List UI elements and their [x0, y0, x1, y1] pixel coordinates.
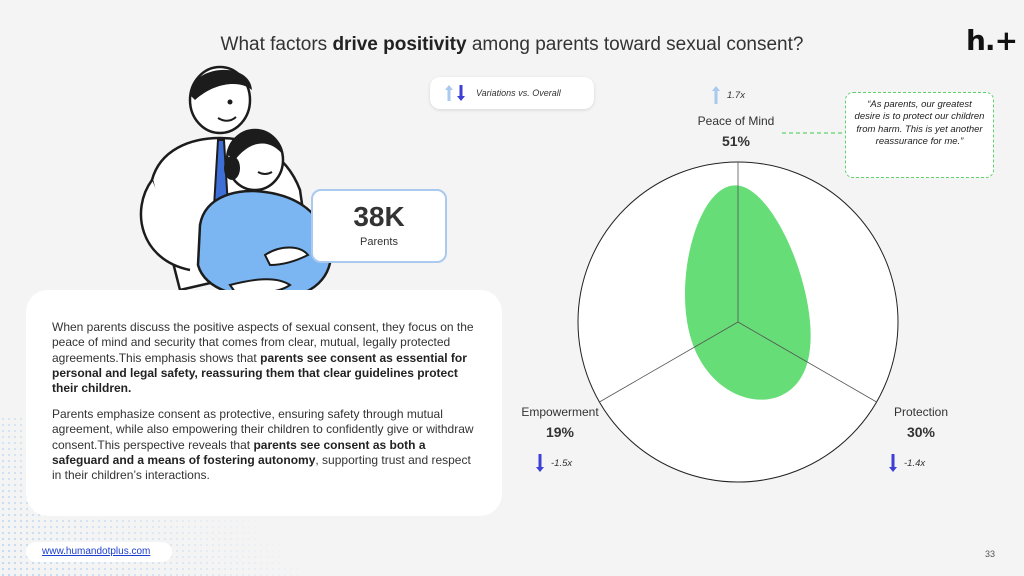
arrow-up-icon: [712, 86, 720, 104]
parents-count-value: 38K: [353, 201, 405, 232]
variation-value: 1.7x: [727, 89, 745, 101]
radar-axis-empowerment: [599, 321, 739, 403]
insight-text-card: When parents discuss the positive aspect…: [26, 290, 502, 516]
axis-label-empowerment: Empowerment 19%: [500, 405, 620, 440]
axis-value-protection: 30%: [906, 424, 936, 440]
variation-protection: -1.4x: [888, 453, 925, 473]
axis-value-peace-of-mind: 51%: [721, 133, 751, 149]
legend-label: Variations vs. Overall: [476, 88, 561, 98]
radar-axis-protection: [737, 321, 877, 403]
parents-illustration: [139, 65, 333, 300]
axis-label-peace-of-mind: Peace of Mind 51%: [676, 114, 796, 149]
variation-empowerment: -1.5x: [535, 453, 572, 473]
arrow-down-icon: [536, 454, 544, 472]
axis-name-peace-of-mind: Peace of Mind: [697, 114, 775, 128]
variation-peace-of-mind: 1.7x: [711, 85, 745, 105]
axis-name-empowerment: Empowerment: [521, 405, 599, 419]
axis-label-protection: Protection 30%: [861, 405, 981, 440]
parent-quote: “As parents, our greatest desire is to p…: [845, 92, 994, 178]
variation-value: -1.4x: [904, 457, 926, 469]
parents-count-label: Parents: [360, 236, 398, 248]
website-link[interactable]: www.humandotplus.com: [26, 542, 172, 562]
page-title: What factors drive positivity among pare…: [220, 34, 804, 55]
variation-value: -1.5x: [551, 457, 573, 469]
brand-logo: h.+: [966, 24, 1018, 57]
parents-count-card: 38K Parents: [311, 189, 447, 263]
insight-paragraph-2: Parents emphasize consent as protective,…: [52, 406, 474, 483]
insight-paragraph-1: When parents discuss the positive aspect…: [52, 320, 474, 396]
page-number: 33: [985, 549, 996, 559]
arrow-down-icon: [889, 454, 897, 472]
axis-name-protection: Protection: [893, 405, 949, 419]
up-down-arrows-icon: [444, 84, 466, 102]
variation-legend: Variations vs. Overall: [430, 77, 594, 109]
axis-value-empowerment: 19%: [545, 424, 575, 440]
